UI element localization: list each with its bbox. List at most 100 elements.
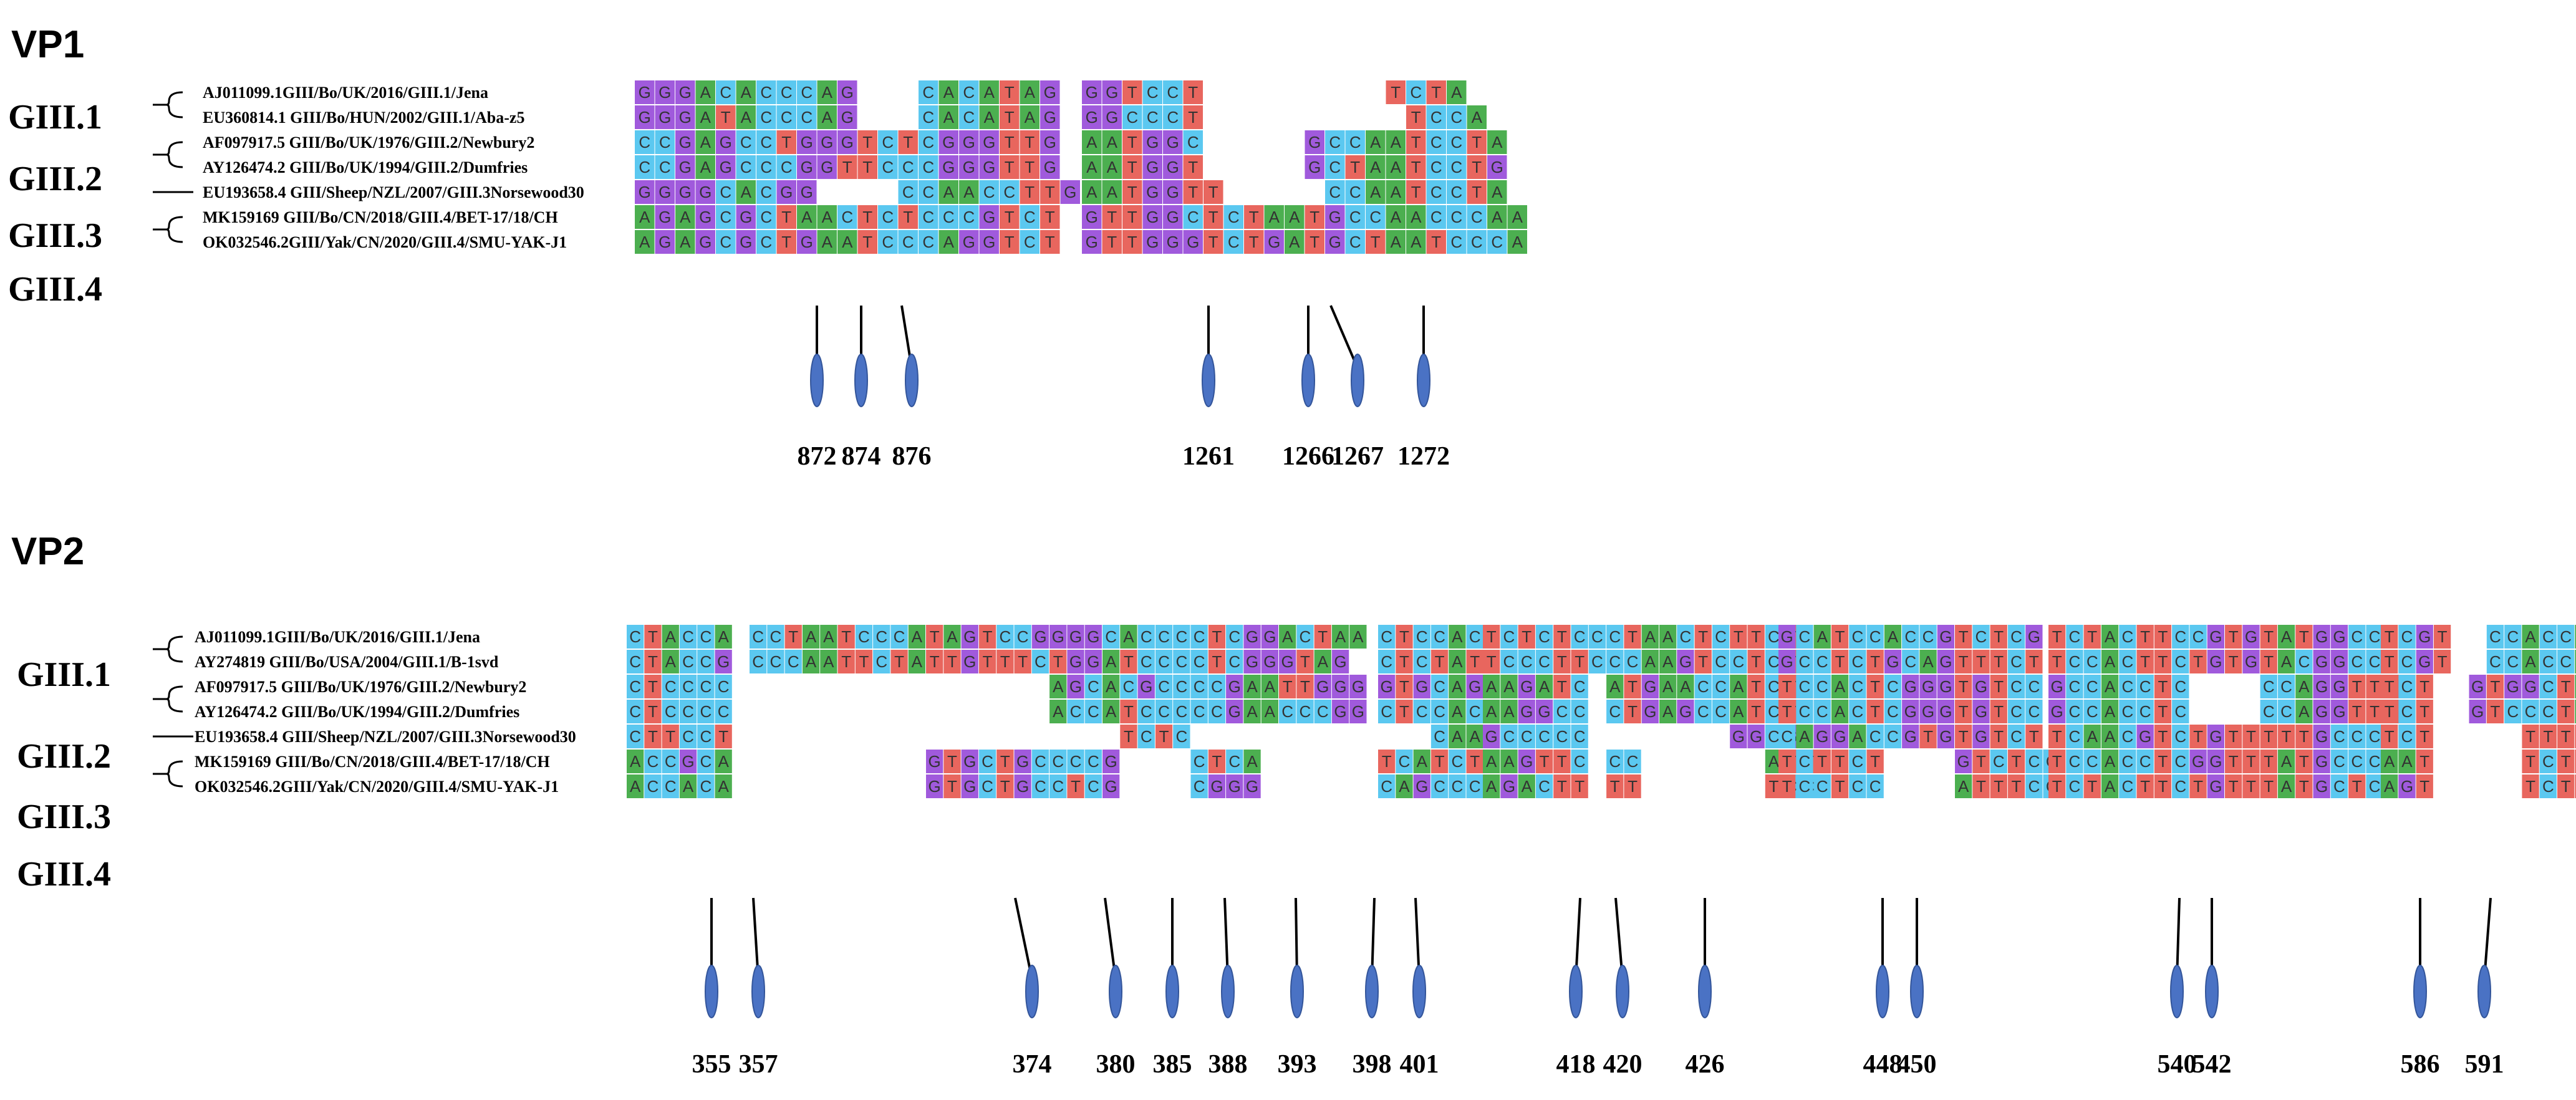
nucleotide-cell (767, 625, 784, 649)
nucleotide-letter: C (2069, 752, 2081, 771)
nucleotide-cell (756, 105, 776, 129)
nucleotide-letter: C (1975, 627, 1987, 646)
nucleotide-letter: T (1870, 702, 1880, 721)
nucleotide-cell (1430, 750, 1449, 773)
nucleotide-cell (1487, 130, 1507, 154)
nucleotide-cell (1122, 230, 1142, 254)
nucleotide-letter: T (1188, 108, 1198, 127)
nucleotide-letter: T (2029, 652, 2039, 671)
nucleotide-letter: G (2245, 627, 2257, 646)
nucleotide-letter: T (2229, 752, 2239, 771)
nucleotide-letter: C (1126, 108, 1138, 127)
nucleotide-letter: C (1105, 627, 1117, 646)
nucleotide-letter: T (1212, 627, 1222, 646)
nucleotide-letter: T (2264, 777, 2274, 796)
nucleotide-letter: A (1539, 677, 1550, 696)
nucleotide-letter: G (1538, 702, 1550, 721)
nucleotide-cell (1040, 180, 1060, 204)
nucleotide-cell (1102, 105, 1122, 129)
nucleotide-letter: T (781, 133, 791, 152)
nucleotide-cell (1014, 625, 1031, 649)
nucleotide-cell (1183, 105, 1203, 129)
nucleotide-cell (1049, 675, 1067, 698)
nucleotide-letter: C (2351, 627, 2363, 646)
nucleotide-cell (776, 230, 796, 254)
nucleotide-cell (1137, 650, 1155, 673)
nucleotide-letter: C (2069, 652, 2081, 671)
nucleotide-cell (802, 625, 820, 649)
nucleotide-letter: C (1869, 627, 1881, 646)
nucleotide-cell (1535, 675, 1553, 698)
nucleotide-letter: T (2158, 702, 2168, 721)
nucleotide-cell (1142, 80, 1162, 104)
nucleotide-cell (1430, 625, 1449, 649)
nucleotide-letter: G (2051, 677, 2063, 696)
nucleotide-cell (756, 205, 776, 229)
nucleotide-letter: C (1052, 777, 1064, 796)
nucleotide-cell (1226, 700, 1243, 723)
nucleotide-letter: C (659, 158, 671, 176)
nucleotide-letter: C (882, 233, 894, 251)
nucleotide-letter: C (1627, 652, 1639, 671)
nucleotide-letter: T (2543, 727, 2553, 746)
nucleotide-letter: G (1334, 652, 1346, 671)
nucleotide-letter: A (1645, 652, 1656, 671)
position-label: 540 (2158, 1050, 2197, 1079)
nucleotide-cell (1518, 625, 1535, 649)
nucleotide-letter: G (2315, 702, 2328, 721)
nucleotide-cell (898, 230, 918, 254)
nucleotide-letter: T (2052, 777, 2062, 796)
nucleotide-letter: C (1281, 702, 1293, 721)
nucleotide-cell (1588, 650, 1606, 673)
nucleotide-cell (1190, 750, 1208, 773)
nucleotide-letter: A (1922, 652, 1934, 671)
nucleotide-letter: A (700, 158, 712, 176)
nucleotide-letter: A (1053, 677, 1064, 696)
nucleotide-letter: C (2351, 752, 2363, 771)
nucleotide-letter: G (1167, 158, 1179, 176)
nucleotide-cell (1208, 650, 1226, 673)
position-marker (1417, 354, 1430, 407)
nucleotide-letter: G (942, 158, 955, 176)
nucleotide-cell (756, 230, 776, 254)
nucleotide-cell (1190, 774, 1208, 798)
nucleotide-letter: G (963, 158, 975, 176)
nucleotide-cell (961, 650, 978, 673)
nucleotide-letter: A (1852, 727, 1863, 746)
nucleotide-letter: T (1399, 652, 1409, 671)
nucleotide-letter: G (1503, 777, 1515, 796)
nucleotide-cell (926, 650, 943, 673)
nucleotide-letter: G (1044, 133, 1056, 152)
nucleotide-letter: C (1194, 677, 1205, 696)
nucleotide-letter: C (1538, 652, 1550, 671)
nucleotide-cell (784, 625, 802, 649)
nucleotide-letter: T (648, 627, 658, 646)
nucleotide-letter: G (1228, 702, 1241, 721)
nucleotide-letter: C (2542, 652, 2554, 671)
nucleotide-cell (736, 180, 756, 204)
nucleotide-letter: T (2385, 727, 2395, 746)
nucleotide-letter: A (665, 627, 677, 646)
nucleotide-letter: C (2069, 627, 2081, 646)
nucleotide-cell (655, 180, 675, 204)
nucleotide-letter: C (1141, 652, 1152, 671)
nucleotide-letter: C (1851, 652, 1863, 671)
nucleotide-letter: C (1228, 627, 1240, 646)
nucleotide-cell (736, 80, 756, 104)
nucleotide-letter: C (1194, 702, 1205, 721)
nucleotide-cell (1020, 180, 1040, 204)
nucleotide-cell (776, 80, 796, 104)
position-label: 418 (1556, 1050, 1596, 1079)
nucleotide-cell (1296, 700, 1314, 723)
nucleotide-letter: A (2401, 752, 2413, 771)
nucleotide-cell (784, 650, 802, 673)
nucleotide-cell (820, 625, 837, 649)
nucleotide-cell (1487, 155, 1507, 179)
nucleotide-cell (1049, 750, 1067, 773)
nucleotide-letter: G (2315, 777, 2328, 796)
position-label: 380 (1096, 1050, 1136, 1079)
nucleotide-letter: C (1574, 752, 1586, 771)
nucleotide-cell (797, 155, 817, 179)
nucleotide-cell (1122, 130, 1142, 154)
nucleotide-letter: T (2140, 627, 2150, 646)
